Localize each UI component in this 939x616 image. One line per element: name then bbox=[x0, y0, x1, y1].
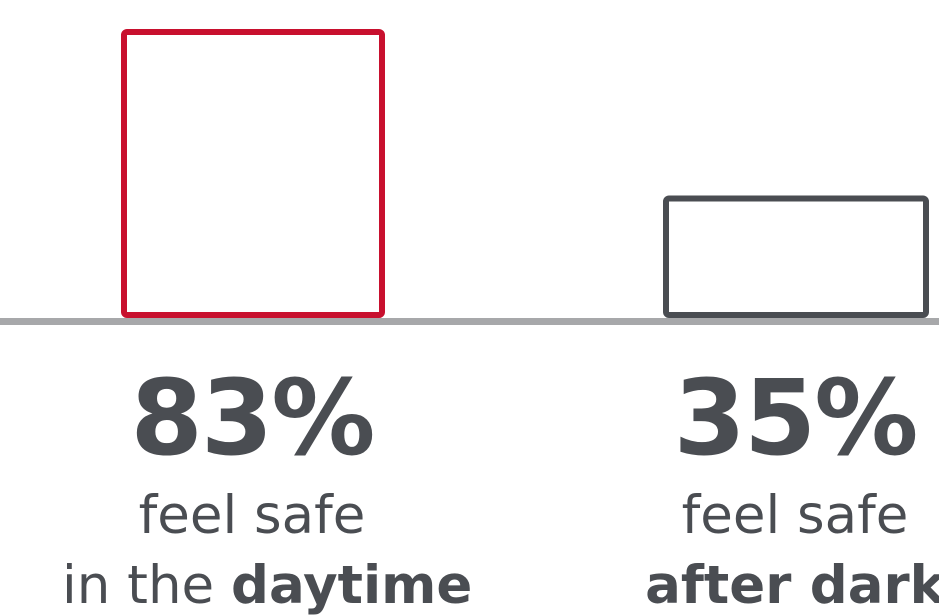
value-label-after-dark: 35% bbox=[673, 357, 919, 479]
bar-daytime bbox=[121, 29, 385, 318]
caption-line2-after-dark: after dark bbox=[605, 556, 939, 616]
caption-bold-daytime: daytime bbox=[231, 555, 473, 616]
caption-bold-after-dark: after dark bbox=[645, 555, 939, 616]
caption-line1-daytime: feel safe bbox=[138, 485, 366, 546]
caption-line2-daytime: in the daytime bbox=[62, 555, 472, 616]
caption-line1-after-dark: feel safe bbox=[681, 485, 909, 546]
caption-prefix-daytime: in the bbox=[62, 555, 231, 616]
bar-after-dark bbox=[663, 195, 929, 318]
value-label-daytime: 83% bbox=[130, 357, 376, 479]
baseline bbox=[0, 318, 939, 325]
